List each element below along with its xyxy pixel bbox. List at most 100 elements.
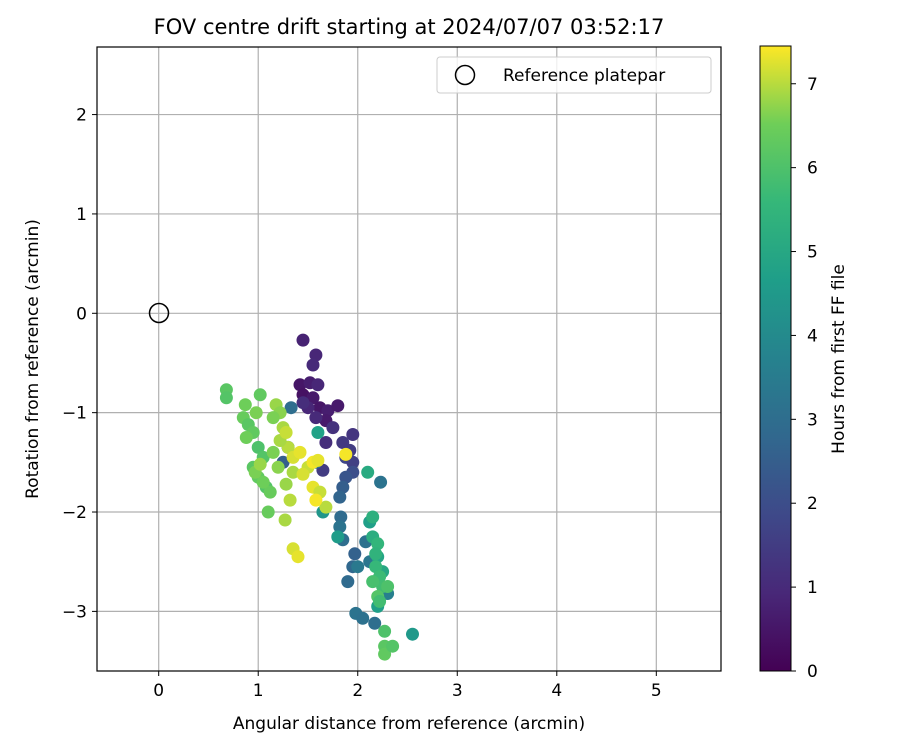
reference-point-marker	[148, 302, 170, 324]
data-point	[336, 436, 350, 449]
data-point	[381, 580, 395, 593]
data-point	[284, 401, 298, 415]
x-tick-label: 1	[253, 681, 264, 701]
data-point	[341, 575, 355, 589]
y-tick-label: 0	[76, 304, 87, 324]
data-point	[286, 465, 300, 479]
x-axis-ticks: 0 1 2 3 4 5	[153, 671, 662, 701]
data-point	[253, 388, 267, 402]
y-tick-label: 2	[76, 106, 87, 126]
data-point	[261, 505, 275, 519]
data-point	[291, 550, 305, 564]
y-tick-label: −2	[62, 503, 87, 523]
data-point	[351, 560, 365, 574]
plot-frame	[96, 46, 722, 672]
data-point	[339, 470, 353, 484]
y-axis-ticks: −3 −2 −1 0 1 2	[62, 106, 97, 622]
x-tick-label: 4	[551, 681, 562, 701]
data-point	[239, 431, 253, 444]
data-point	[366, 575, 380, 589]
data-point	[311, 378, 325, 392]
data-point	[339, 447, 353, 461]
data-point	[369, 560, 383, 574]
data-point	[371, 537, 385, 551]
data-point	[309, 411, 323, 425]
colorbar-tick-label: 5	[807, 243, 818, 263]
data-point	[296, 333, 310, 347]
data-point	[219, 391, 233, 405]
scatter-points	[219, 333, 419, 661]
data-point	[296, 396, 310, 410]
data-point	[266, 445, 280, 459]
legend-box	[436, 56, 712, 94]
data-point	[386, 639, 400, 653]
legend-marker-icon	[454, 64, 476, 86]
data-point	[331, 530, 345, 544]
data-point	[271, 460, 285, 474]
data-point	[263, 485, 277, 499]
data-point	[333, 490, 347, 504]
data-point	[283, 493, 297, 507]
data-point	[348, 547, 362, 561]
data-point	[251, 440, 265, 454]
data-point	[374, 475, 388, 489]
colorbar-tick-label: 6	[807, 159, 818, 179]
data-point	[368, 616, 382, 630]
data-point	[369, 547, 383, 561]
data-point	[249, 406, 263, 420]
colorbar-gradient	[759, 45, 792, 672]
data-point	[334, 510, 348, 524]
colorbar-tick-label: 4	[807, 326, 818, 346]
colorbar: 0 1 2 3 4 5 6 7 Hours from first FF file	[759, 45, 849, 682]
data-point	[293, 445, 307, 459]
data-point	[366, 510, 380, 524]
legend: Reference platepar	[436, 56, 712, 94]
y-tick-label: 1	[76, 205, 87, 225]
data-point	[319, 436, 333, 449]
data-point	[378, 624, 392, 638]
data-point	[333, 520, 347, 534]
colorbar-tick-label: 2	[807, 494, 818, 514]
data-point	[406, 627, 419, 641]
data-point	[309, 348, 323, 362]
chart-title: FOV centre drift starting at 2024/07/07 …	[154, 15, 665, 39]
colorbar-tick-label: 7	[807, 75, 818, 95]
colorbar-ticks: 0 1 2 3 4 5 6 7	[791, 75, 818, 682]
data-point	[331, 399, 345, 413]
data-point	[279, 426, 293, 439]
colorbar-label: Hours from first FF file	[829, 264, 849, 454]
data-point	[296, 467, 310, 481]
data-point	[319, 500, 333, 514]
legend-label: Reference platepar	[503, 66, 665, 86]
data-point	[356, 611, 370, 625]
data-point	[346, 428, 360, 441]
data-point	[278, 513, 292, 527]
data-point	[306, 391, 320, 405]
colorbar-tick-label: 1	[807, 578, 818, 598]
x-tick-label: 3	[452, 681, 463, 701]
grid-lines	[97, 47, 721, 671]
data-point	[293, 378, 307, 392]
data-point	[311, 426, 325, 439]
data-point	[373, 594, 387, 608]
data-point	[279, 477, 293, 491]
data-point	[253, 457, 267, 471]
y-tick-label: −1	[62, 404, 87, 424]
x-tick-label: 2	[352, 681, 363, 701]
data-point	[326, 421, 340, 435]
data-point	[238, 398, 252, 412]
data-point	[378, 647, 392, 661]
data-point	[321, 404, 335, 418]
data-point	[309, 493, 323, 507]
data-point	[361, 465, 375, 479]
data-point	[336, 480, 350, 494]
y-axis-label: Rotation from reference (arcmin)	[23, 219, 43, 499]
x-tick-label: 5	[651, 681, 662, 701]
data-point	[256, 475, 270, 489]
x-tick-label: 0	[153, 681, 164, 701]
colorbar-tick-label: 0	[807, 662, 818, 682]
data-point	[266, 411, 280, 425]
colorbar-tick-label: 3	[807, 410, 818, 430]
y-tick-label: −3	[62, 602, 87, 622]
